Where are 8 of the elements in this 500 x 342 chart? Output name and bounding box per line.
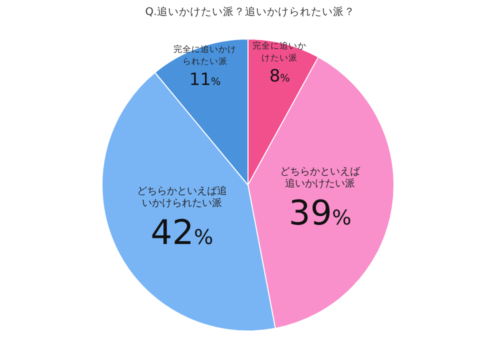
data-label: 39% bbox=[288, 193, 352, 234]
data-label: 11% bbox=[189, 70, 221, 90]
slice-label: 完全に追いかけたい派 bbox=[252, 40, 307, 64]
data-label: 42% bbox=[150, 213, 214, 254]
data-label: 8% bbox=[269, 66, 290, 86]
slice-label: どちらかといえば追いかけられたい派 bbox=[136, 185, 227, 210]
chart-title: Q.追いかけたい派？追いかけられたい派？ bbox=[145, 5, 355, 18]
slice-label: どちらかといえば追いかけたい派 bbox=[280, 166, 362, 190]
